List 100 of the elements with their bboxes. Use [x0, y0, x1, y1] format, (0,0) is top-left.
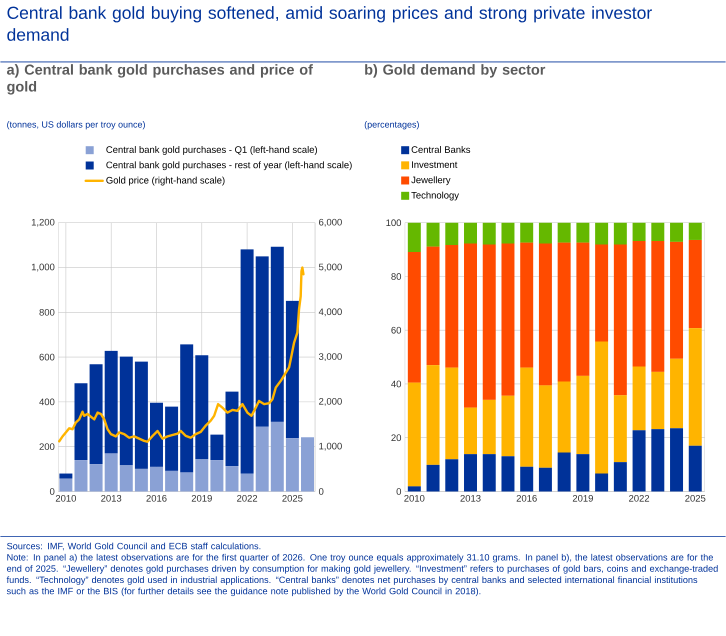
bar [165, 406, 178, 471]
bar [576, 222, 590, 242]
bar [632, 430, 646, 492]
bar [688, 328, 702, 446]
bar [632, 366, 646, 430]
bar [445, 459, 458, 492]
bar [120, 356, 133, 466]
bar [558, 222, 571, 242]
bar [210, 460, 224, 492]
bar [595, 244, 608, 342]
y-tick-label: 800 [39, 308, 54, 316]
bar [445, 367, 458, 460]
legend-label: Jewellery [411, 176, 451, 185]
bar [226, 391, 238, 466]
line-series [58, 266, 305, 443]
bar [501, 222, 514, 244]
bar [445, 222, 458, 245]
bar [595, 341, 608, 474]
chart-subtitle: (percentages) [364, 120, 419, 130]
y2-tick-label: 5,000 [318, 263, 342, 272]
bar [150, 466, 163, 492]
bar [482, 400, 496, 454]
bar [445, 244, 458, 368]
bar [558, 452, 571, 492]
bar [120, 465, 133, 492]
bar [501, 456, 514, 492]
legend-label: Investment [412, 161, 458, 168]
bar [670, 428, 684, 492]
bar [74, 383, 88, 460]
bar [464, 454, 477, 492]
x-tick-label: 2025 [282, 494, 303, 502]
y2-tick-label: 4,000 [318, 308, 342, 316]
bar [632, 240, 646, 366]
bar [408, 222, 421, 252]
x-tick-label: 2022 [237, 494, 258, 502]
bar [104, 453, 118, 492]
bar [614, 462, 627, 492]
y2-tick-label: 1,000 [319, 442, 342, 450]
bar [286, 438, 299, 492]
bar [651, 240, 664, 372]
bar [464, 407, 477, 454]
bar [538, 243, 552, 386]
bar [614, 222, 627, 244]
bar [538, 468, 552, 492]
bar [270, 422, 284, 492]
bar [538, 222, 552, 244]
text: Note: In panel a) the latest observations are for the first quarter of 2026. One troy ounce equals approximately 31.10 grams. In panel b), the latest observations are for the end of 2025. “Jewellery” denotes gold purchases driven by consumption for making gold jewellery. “Investment” refers to purchases of gold bars, coins and exchange-traded funds. “Technology” denotes gold used in industrial applications. “Central banks” denotes net purchases by central banks and selected international financial institutions such as the IMF or the BIS (for further details see the guidance note published by the World Gold Council in 2018). [6, 554, 718, 596]
bar [501, 243, 514, 396]
y-tick-label: 60 [391, 326, 402, 334]
bar [464, 243, 477, 408]
x-tick-label: 2016 [516, 494, 537, 502]
chart-title: b) Gold demand by sector [365, 64, 546, 78]
x-tick-label: 2022 [629, 494, 650, 502]
y-tick-label: 0 [396, 488, 402, 495]
bar [180, 472, 194, 492]
bar [670, 222, 684, 242]
bar [576, 454, 590, 492]
bar [464, 222, 477, 244]
bar [426, 464, 440, 492]
bar [134, 468, 148, 492]
bar [426, 222, 440, 247]
y2-tick-label: 0 [318, 488, 324, 495]
bar [104, 350, 118, 454]
bar [688, 222, 702, 240]
y-tick-label: 40 [391, 380, 402, 388]
bar [134, 361, 148, 469]
y-tick-label: 1,200 [32, 218, 54, 227]
bar [520, 242, 534, 368]
bar [59, 478, 72, 492]
y-tick-label: 20 [391, 434, 402, 441]
bar [90, 364, 103, 464]
y-tick-label: 80 [391, 273, 402, 280]
bar [595, 473, 608, 492]
bar [558, 242, 571, 382]
y2-tick-label: 3,000 [318, 353, 342, 361]
bar [195, 355, 208, 460]
y-tick-label: 400 [39, 398, 54, 406]
bar [520, 222, 534, 242]
x-tick-label: 2016 [146, 494, 167, 502]
bar [180, 344, 194, 472]
x-tick-label: 2019 [192, 494, 212, 502]
bar [408, 252, 421, 382]
legend-label: Central Banks [412, 146, 470, 153]
bar [408, 382, 421, 486]
bar [74, 460, 88, 492]
bar [632, 222, 646, 241]
bar [670, 242, 684, 359]
bar [301, 437, 314, 492]
bar [482, 244, 496, 400]
bar [651, 222, 664, 241]
legend-label: Technology [411, 191, 459, 200]
bar [501, 396, 514, 456]
bar [270, 246, 284, 422]
bar [408, 486, 421, 492]
x-tick-label: 2010 [56, 494, 76, 502]
legend-label: Central bank gold purchases - Q1 (left-hand scale) [106, 146, 318, 155]
bar [520, 367, 534, 467]
x-tick-label: 2019 [572, 494, 593, 502]
y-tick-label: 100 [386, 219, 402, 226]
bar [150, 402, 163, 467]
